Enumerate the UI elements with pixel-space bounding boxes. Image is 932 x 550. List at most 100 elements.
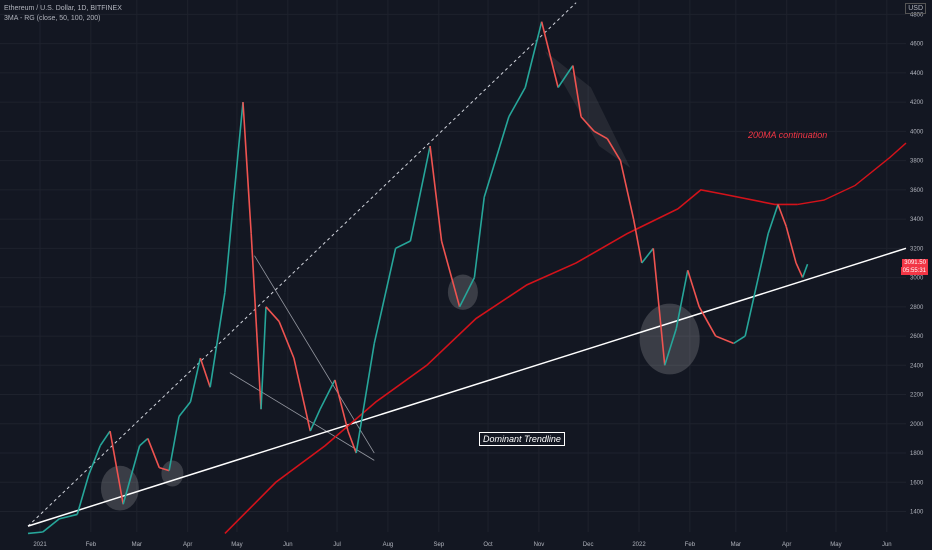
grid [0, 0, 906, 532]
time-tick-label: May [830, 542, 841, 548]
price-segment [122, 445, 141, 505]
channel-shade [544, 50, 631, 168]
time-tick-label: May [231, 542, 242, 548]
price-segment [199, 357, 211, 388]
price-segment [652, 248, 666, 366]
price-segment [347, 430, 357, 454]
price-tick-label: 3800 [910, 159, 924, 165]
price-segment [458, 277, 476, 308]
time-tick-label: 2021 [33, 542, 47, 548]
time-tick-label: Jun [283, 542, 293, 548]
price-segment [224, 204, 234, 293]
price-tick-label: 2400 [910, 363, 924, 369]
price-segment [58, 513, 78, 520]
price-tick-label: 3600 [910, 188, 924, 194]
symbol-legend[interactable]: Ethereum / U.S. Dollar, 1D, BITFINEX [4, 5, 122, 12]
time-tick-label: Apr [782, 542, 791, 548]
highlight-zones [100, 50, 700, 511]
price-segment [473, 197, 486, 278]
time-tick-label: 2022 [632, 542, 646, 548]
price-segment [663, 328, 678, 366]
price-segment [767, 204, 779, 234]
price-segment [508, 87, 526, 118]
countdown-tag: 05:55:31 [900, 267, 928, 275]
time-tick-label: Oct [483, 542, 493, 548]
ma200-line [224, 188, 798, 535]
dominant-trendline [27, 247, 907, 527]
price-segment [139, 437, 149, 447]
price-segment [109, 430, 124, 505]
price-segment [641, 247, 654, 264]
price-tick-label: 4000 [910, 129, 924, 135]
upper-dotted-trendline [27, 2, 577, 527]
price-segment [440, 240, 461, 308]
price-segment [99, 430, 111, 447]
price-segment [572, 65, 582, 117]
time-tick-label: Jun [882, 542, 892, 548]
indicator-legend[interactable]: 3MA - RG (close, 50, 100, 200) [4, 15, 101, 22]
price-segment [675, 270, 689, 329]
price-segment [293, 357, 312, 432]
price-segment [232, 102, 244, 205]
time-tick-label: Mar [132, 542, 142, 548]
price-tick-label: 3000 [910, 276, 924, 282]
price-series [27, 21, 809, 535]
drawn-lines [27, 2, 907, 535]
time-tick-label: Jul [333, 542, 341, 548]
price-tick-label: 2200 [910, 393, 924, 399]
price-tick-label: 2800 [910, 305, 924, 311]
time-tick-label: Dec [583, 542, 594, 548]
highlight-circle [447, 274, 478, 310]
price-segment [319, 379, 336, 410]
price-segment [686, 270, 700, 308]
price-segment [632, 218, 643, 264]
price-tick-label: 1800 [910, 451, 924, 457]
price-tick-label: 4800 [910, 12, 924, 18]
highlight-circle [161, 460, 184, 487]
time-tick-label: Nov [534, 542, 545, 548]
time-tick-label: Feb [86, 542, 97, 548]
time-tick-label: Sep [433, 542, 444, 548]
price-segment [580, 116, 595, 132]
highlight-circle [639, 303, 700, 375]
ma200-projection-line [797, 142, 907, 206]
price-segment [777, 204, 787, 227]
price-segment [209, 292, 226, 388]
currency-label[interactable]: USD [905, 3, 926, 14]
price-tick-label: 3400 [910, 217, 924, 223]
price-segment [715, 335, 734, 345]
last-price-tag: 3091.50 [902, 259, 928, 267]
price-segment [168, 416, 180, 471]
price-segment [557, 65, 574, 88]
downtrend-line [229, 372, 375, 461]
time-tick-label: Feb [685, 542, 696, 548]
price-segment [795, 262, 804, 278]
time-axis: 2021 Feb Mar Apr May Jun Jul Aug Sep Oct Nov Dec 202… [33, 542, 891, 548]
price-segment [242, 102, 252, 234]
price-segment [189, 357, 202, 403]
price-segment [593, 130, 608, 140]
price-segment [260, 306, 267, 410]
price-segment [757, 233, 769, 278]
price-segment [147, 438, 161, 468]
price-segment [744, 277, 760, 337]
price-segment [278, 321, 295, 359]
price-tick-label: 4200 [910, 100, 924, 106]
price-segment [159, 466, 170, 472]
price-segment [698, 306, 717, 337]
price-segment [606, 138, 622, 162]
price-segment [42, 518, 60, 533]
price-tick-label: 2600 [910, 334, 924, 340]
price-tick-label: 1600 [910, 480, 924, 486]
ma-annotation: 200MA continuation [748, 130, 828, 140]
price-axis: 4800 4600 4400 4200 4000 3800 3600 3400 3200 3000… [910, 12, 924, 515]
price-tick-label: 3200 [910, 246, 924, 252]
price-segment [409, 145, 431, 242]
price-segment [733, 335, 746, 345]
price-segment [27, 531, 43, 535]
price-segment [250, 233, 262, 410]
price-segment [395, 240, 411, 250]
price-segment [483, 116, 510, 198]
price-segment [524, 21, 543, 88]
